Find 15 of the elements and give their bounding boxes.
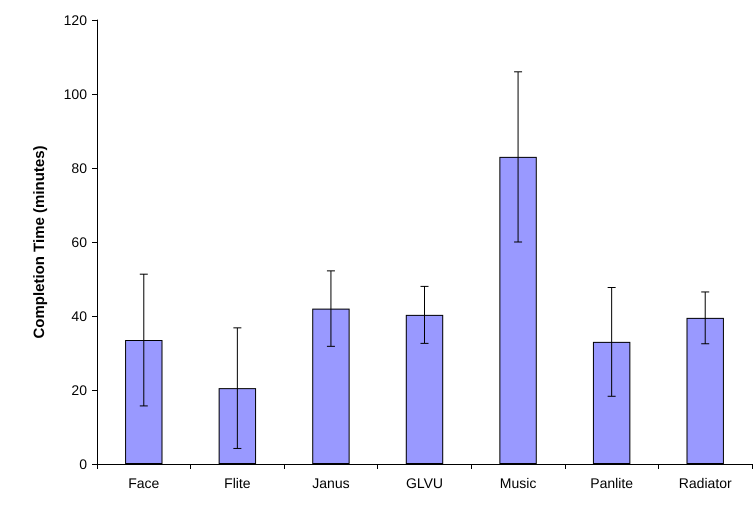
x-tick-label: Face [128,475,160,491]
y-tick-label: 80 [71,160,88,176]
y-tick-label: 120 [64,12,88,28]
x-tick-label: Music [500,475,536,491]
x-tick-label: Janus [312,475,350,491]
y-tick-label: 40 [71,308,88,324]
x-tick-label: Panlite [590,475,634,491]
y-axis-title: Completion Time (minutes) [31,145,48,339]
x-tick-label: Flite [224,475,251,491]
y-tick-label: 0 [79,456,88,472]
y-tick-label: 100 [64,86,88,102]
x-tick-label: GLVU [406,475,444,491]
y-tick-label: 20 [71,382,88,398]
x-tick-label: Radiator [678,475,732,491]
y-tick-label: 60 [71,234,88,250]
